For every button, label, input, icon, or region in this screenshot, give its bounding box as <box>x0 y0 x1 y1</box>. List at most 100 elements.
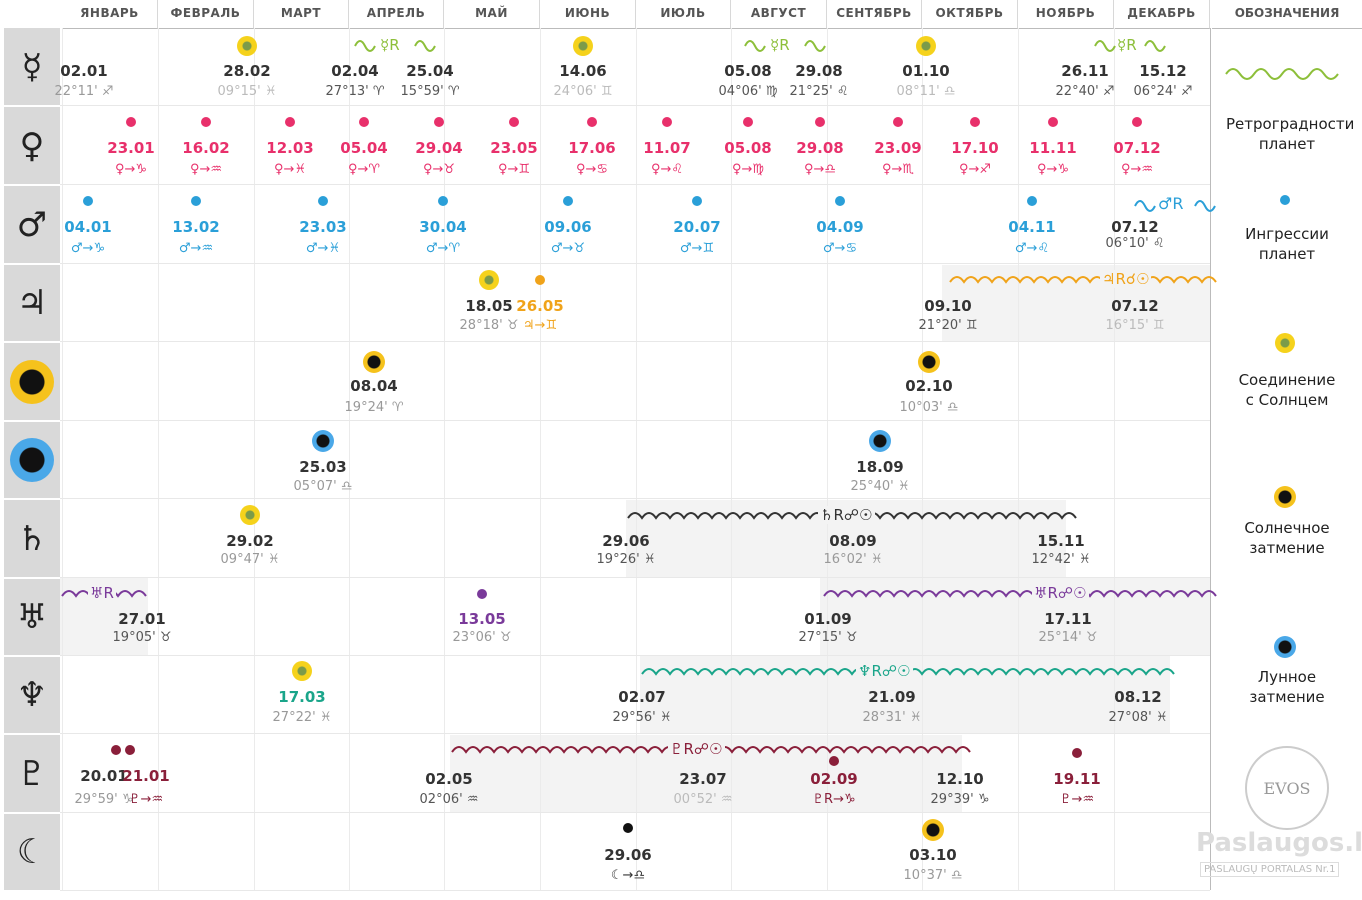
jupiter-event-detail: 21°20' ♊ <box>918 318 978 333</box>
pluto-event-date: 02.09 <box>810 770 858 788</box>
mars-event-detail: ♂→♋ <box>822 241 858 256</box>
neptune-event-date: 17.03 <box>278 688 326 706</box>
mars-event-date: 04.11 <box>1008 218 1056 236</box>
saturn-icon: ♄ <box>4 500 60 579</box>
grid-hline <box>60 498 1210 499</box>
ingress-dot-icon <box>477 589 487 599</box>
mercury-event-detail: 08°11' ♎ <box>896 84 956 99</box>
grid-vline <box>62 28 63 890</box>
mars-event-detail: ♂→♈ <box>425 241 461 256</box>
mercury-event-date: 29.08 <box>795 62 843 80</box>
month-11: НОЯБРЬ <box>1018 0 1114 29</box>
pluto-event-detail: ♇→♒ <box>128 792 164 807</box>
jupiter-event-detail: 16°15' ♊ <box>1105 318 1165 333</box>
mercury-event-detail: 21°25' ♌ <box>789 84 849 99</box>
month-9: СЕНТЯБРЬ <box>827 0 922 29</box>
ingress-dot-icon <box>285 117 295 127</box>
mars-event-date: 04.09 <box>816 218 864 236</box>
uranus-icon: ♅ <box>4 578 60 657</box>
uranus-event-date: 27.01 <box>118 610 166 628</box>
venus-event-detail: ♀→♒ <box>189 162 223 177</box>
jupiter-event-detail: ♃→♊ <box>522 318 558 333</box>
pluto-event-detail: 29°39' ♑ <box>930 792 990 807</box>
venus-event-detail: ♀→♊ <box>497 162 531 177</box>
venus-event-date: 23.05 <box>490 139 538 157</box>
lunar-eclipse-icon <box>312 430 334 452</box>
month-2: ФЕВРАЛЬ <box>158 0 254 29</box>
ingress-dot-icon <box>815 117 825 127</box>
lunar-eclipse-event-date: 25.03 <box>299 458 347 476</box>
mars-event-date: 13.02 <box>172 218 220 236</box>
pluto-event-date: 20.01 <box>80 767 128 785</box>
venus-icon: ♀ <box>4 107 60 186</box>
month-1: ЯНВАРЬ <box>62 0 158 29</box>
ingress-dot-icon <box>1072 748 1082 758</box>
lunar-eclipse-event-detail: 05°07' ♎ <box>293 479 353 494</box>
ingress-dot-icon <box>587 117 597 127</box>
ingress-dot-icon <box>191 196 201 206</box>
jupiter-event-date: 18.05 <box>465 297 513 315</box>
solar-eclipse-icon <box>922 819 944 841</box>
grid-hline <box>60 890 1210 891</box>
lilith-icon: ☾ <box>4 813 60 892</box>
mercury-event-detail: 22°40' ♐ <box>1055 84 1115 99</box>
ingress-dot-icon <box>623 823 633 833</box>
evos-logo: EVOS <box>1245 746 1329 830</box>
grid-hline <box>60 655 1210 656</box>
ingress-dot-icon <box>318 196 328 206</box>
uranus-event-date: 13.05 <box>458 610 506 628</box>
solar-eclipse-event-date: 02.10 <box>905 377 953 395</box>
sun-conjunction-icon <box>479 270 499 290</box>
venus-event-detail: ♀→♑ <box>1036 162 1070 177</box>
grid-vline <box>1114 28 1115 890</box>
venus-event-date: 05.08 <box>724 139 772 157</box>
jupiter-event-date: 26.05 <box>516 297 564 315</box>
mercury-event-detail: 27°13' ♈ <box>325 84 385 99</box>
ingress-dot-icon <box>829 756 839 766</box>
solar-eclipse-event-detail: 19°24' ♈ <box>344 400 404 415</box>
solar-eclipse-icon <box>363 351 385 373</box>
ingress-dot-icon <box>1027 196 1037 206</box>
venus-event-date: 17.10 <box>951 139 999 157</box>
legend-solar-icon <box>1274 486 1296 508</box>
venus-event-detail: ♀→♓ <box>273 162 307 177</box>
saturn-event-detail: 19°26' ♓ <box>596 552 656 567</box>
ingress-dot-icon <box>743 117 753 127</box>
mercury-retro-wave-1 <box>354 40 436 52</box>
grid-vline <box>827 28 828 890</box>
pluto-icon: ♇ <box>4 735 60 814</box>
neptune-event-detail: 27°22' ♓ <box>272 710 332 725</box>
legend-retro: Ретроградности планет <box>1226 115 1355 153</box>
uranus-event-detail: 27°15' ♉ <box>798 630 858 645</box>
mercury-icon: ☿ <box>4 28 60 107</box>
pluto-event-detail: 00°52' ♒ <box>673 792 733 807</box>
grid-vline <box>636 28 637 890</box>
grid-vline <box>349 28 350 890</box>
mars-icon: ♂ <box>4 186 60 265</box>
mercury-retro-label-3: ☿R <box>1117 36 1137 54</box>
venus-event-date: 23.09 <box>874 139 922 157</box>
uranus-retro-label-2: ♅R☍☉ <box>1032 584 1089 602</box>
pluto-event-date: 19.11 <box>1053 770 1101 788</box>
saturn-event-detail: 09°47' ♓ <box>220 552 280 567</box>
pluto-event-date: 12.10 <box>936 770 984 788</box>
grid-vline <box>922 28 923 890</box>
saturn-event-detail: 12°42' ♓ <box>1031 552 1091 567</box>
grid-vline <box>1018 28 1019 890</box>
mercury-event-detail: 04°06' ♍ <box>718 84 778 99</box>
legend-lunar: Лунное затмение <box>1249 668 1325 706</box>
mercury-retro-label-2: ☿R <box>770 36 790 54</box>
ingress-dot-icon <box>509 117 519 127</box>
venus-event-detail: ♀→♒ <box>1120 162 1154 177</box>
grid-hline <box>60 184 1210 185</box>
neptune-icon: ♆ <box>4 656 60 735</box>
mercury-event-date: 05.08 <box>724 62 772 80</box>
ingress-dot-icon <box>201 117 211 127</box>
grid-hline <box>60 733 1210 734</box>
neptune-event-detail: 28°31' ♓ <box>862 710 922 725</box>
venus-event-date: 29.08 <box>796 139 844 157</box>
uranus-retro-label-1: ♅R <box>88 584 116 602</box>
mars-event-date: 23.03 <box>299 218 347 236</box>
lunar-eclipse-event-detail: 25°40' ♓ <box>850 479 910 494</box>
grid-vline <box>1210 28 1211 890</box>
